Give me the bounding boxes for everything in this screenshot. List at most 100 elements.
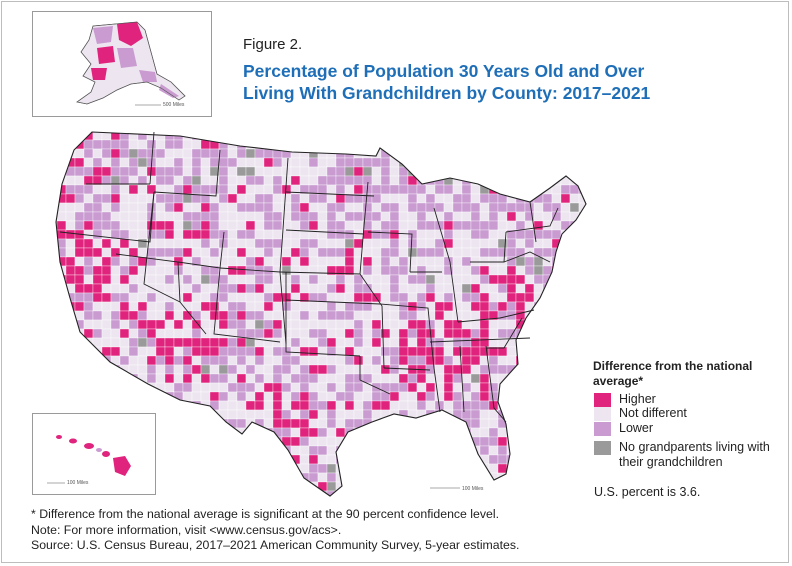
county-cell xyxy=(380,229,391,240)
county-cell xyxy=(515,283,526,294)
county-cell xyxy=(30,212,39,221)
county-cell xyxy=(236,274,247,285)
county-cell xyxy=(425,382,436,393)
county-cell xyxy=(39,455,48,464)
county-cell xyxy=(551,184,562,195)
county-cell xyxy=(74,132,85,141)
county-cell xyxy=(56,382,67,393)
county-cell xyxy=(164,472,175,483)
county-cell xyxy=(434,193,445,204)
county-cell xyxy=(227,220,238,231)
county-cell xyxy=(461,355,472,366)
title-line-1: Percentage of Population 30 Years Old an… xyxy=(243,61,645,81)
county-cell xyxy=(209,247,220,258)
county-cell xyxy=(110,148,121,159)
county-cell xyxy=(470,418,481,429)
county-cell xyxy=(534,500,543,504)
county-cell xyxy=(101,418,112,429)
county-cell xyxy=(308,265,319,276)
county-cell xyxy=(299,445,310,456)
county-cell xyxy=(128,274,139,285)
county-cell xyxy=(65,256,76,267)
county-cell xyxy=(371,166,382,177)
county-cell xyxy=(569,132,580,141)
county-cell xyxy=(182,220,193,231)
county-cell xyxy=(65,211,76,222)
county-cell xyxy=(227,337,238,348)
county-cell xyxy=(524,139,535,150)
county-cell xyxy=(227,274,238,285)
county-cell xyxy=(209,211,220,222)
county-cell xyxy=(236,283,247,294)
legend-label-not-different: Not different xyxy=(619,406,687,420)
county-cell xyxy=(416,238,427,249)
county-cell xyxy=(155,238,166,249)
county-cell xyxy=(479,166,490,177)
county-cell xyxy=(164,301,175,312)
county-cell xyxy=(218,418,229,429)
county-cell xyxy=(227,355,238,366)
county-cell xyxy=(407,193,418,204)
county-cell xyxy=(507,500,516,504)
county-cell xyxy=(236,265,247,276)
county-cell xyxy=(263,193,274,204)
county-cell xyxy=(30,203,39,212)
county-cell xyxy=(146,481,157,492)
county-cell xyxy=(263,382,274,393)
county-cell xyxy=(470,337,481,348)
county-cell xyxy=(245,238,256,249)
county-cell xyxy=(182,175,193,186)
county-cell xyxy=(290,265,301,276)
county-cell xyxy=(452,211,463,222)
county-cell xyxy=(344,373,355,384)
county-cell xyxy=(182,132,193,141)
county-cell xyxy=(371,319,382,330)
county-cell xyxy=(551,427,562,438)
county-cell xyxy=(479,157,490,168)
county-cell xyxy=(227,472,238,483)
county-cell xyxy=(245,328,256,339)
county-cell xyxy=(425,391,436,402)
county-cell xyxy=(39,185,48,194)
county-cell xyxy=(56,337,67,348)
legend-swatch-lower xyxy=(594,422,611,436)
county-cell xyxy=(65,328,76,339)
county-cell xyxy=(524,148,535,159)
county-cell xyxy=(416,292,427,303)
county-cell xyxy=(479,490,490,496)
county-cell xyxy=(515,418,526,429)
county-cell xyxy=(191,364,202,375)
county-cell xyxy=(210,500,219,504)
county-cell xyxy=(497,247,508,258)
county-cell xyxy=(443,436,454,447)
county-cell xyxy=(146,202,157,213)
county-cell xyxy=(74,283,85,294)
county-cell xyxy=(200,436,211,447)
county-cell xyxy=(218,211,229,222)
county-cell xyxy=(119,184,130,195)
county-cell xyxy=(560,175,571,186)
county-cell xyxy=(588,455,590,464)
county-cell xyxy=(245,463,256,474)
county-cell xyxy=(48,500,57,504)
county-cell xyxy=(218,382,229,393)
county-cell xyxy=(425,418,436,429)
county-cell xyxy=(74,427,85,438)
county-cell xyxy=(65,454,76,465)
county-cell xyxy=(533,445,544,456)
county-cell xyxy=(236,132,247,141)
county-cell xyxy=(191,382,202,393)
county-cell xyxy=(425,256,436,267)
county-cell xyxy=(101,400,112,411)
county-cell xyxy=(83,265,94,276)
county-cell xyxy=(308,472,319,483)
county-cell xyxy=(290,400,301,411)
county-cell xyxy=(317,400,328,411)
county-cell xyxy=(416,337,427,348)
county-cell xyxy=(173,481,184,492)
county-cell xyxy=(578,481,586,492)
county-cell xyxy=(65,132,76,141)
county-cell xyxy=(353,346,364,357)
county-cell xyxy=(578,301,586,312)
